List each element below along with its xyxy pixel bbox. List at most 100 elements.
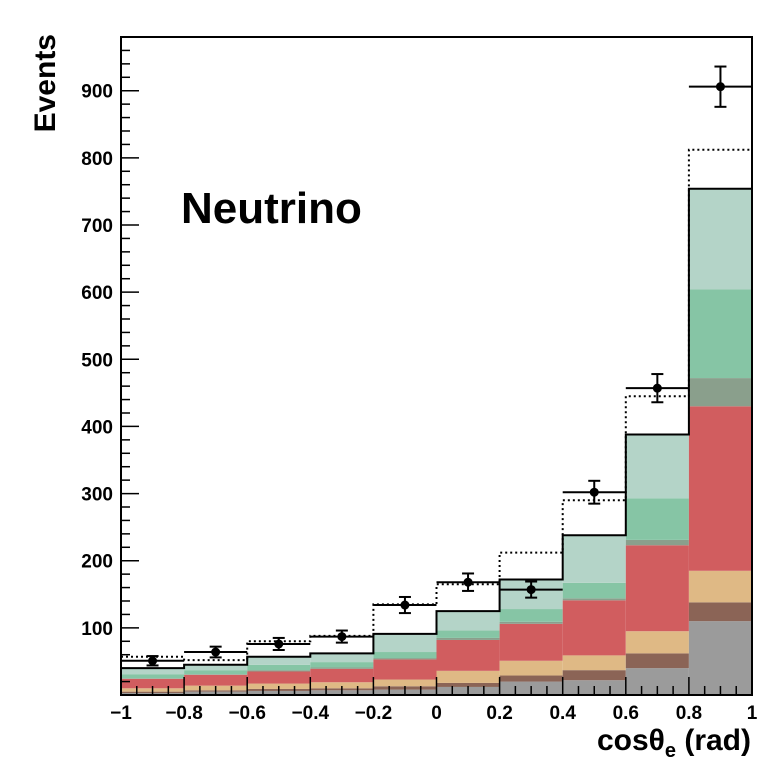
bar-segment xyxy=(562,670,626,681)
bar-segment xyxy=(310,682,374,689)
x-tick-label: −0.4 xyxy=(292,703,330,724)
x-tick-label: 0.6 xyxy=(613,703,639,724)
bar-segment xyxy=(310,653,374,663)
bar-segment xyxy=(499,660,563,676)
bar-segment xyxy=(310,662,374,668)
x-tick-label: 0 xyxy=(431,703,442,724)
bar-segment xyxy=(625,545,689,632)
stacked-bars xyxy=(121,188,752,695)
point-marker xyxy=(526,585,536,595)
x-axis-label-unit: (rad) xyxy=(676,724,751,757)
bar-segment xyxy=(625,539,689,546)
bar-segment xyxy=(499,623,563,661)
bar-segment xyxy=(436,630,500,638)
y-tick-label: 600 xyxy=(81,283,113,304)
bar-segment xyxy=(184,664,248,671)
x-tick-label: 1 xyxy=(747,703,758,724)
bar-segment xyxy=(373,679,437,687)
bar-segment xyxy=(373,659,437,680)
x-tick-label: −1 xyxy=(110,703,132,724)
point-marker xyxy=(274,639,284,649)
bar-segment xyxy=(121,674,185,679)
bar-segment xyxy=(688,621,752,695)
x-tick-label: −0.6 xyxy=(228,703,266,724)
x-tick-label: −0.2 xyxy=(355,703,393,724)
x-axis-ticks: −1 −0.8 −0.6 −0.4 −0.2 0 0.2 0.4 0.6 0.8 1 xyxy=(110,677,758,724)
bar-segment xyxy=(247,670,311,672)
y-tick-label: 300 xyxy=(81,485,113,506)
x-axis-label-sub: e xyxy=(665,740,676,762)
bar-segment xyxy=(625,434,689,499)
bar-segment xyxy=(247,671,311,684)
data-point xyxy=(247,636,311,652)
point-marker xyxy=(652,383,662,393)
bar-segment xyxy=(562,598,626,601)
bar-segment xyxy=(562,535,626,583)
point-marker xyxy=(463,577,473,587)
data-points xyxy=(121,65,752,667)
y-tick-label: 100 xyxy=(81,619,113,640)
data-point xyxy=(562,479,626,505)
bar-segment xyxy=(625,631,689,654)
bar-segment xyxy=(436,639,500,671)
data-point xyxy=(688,65,752,108)
y-tick-label: 200 xyxy=(81,552,113,573)
bar-segment xyxy=(436,611,500,631)
bar-segment xyxy=(310,668,374,683)
data-point xyxy=(310,629,374,644)
bar-segment xyxy=(121,678,185,689)
bar-segment xyxy=(121,668,185,675)
bar-segment xyxy=(499,609,563,622)
data-point xyxy=(373,595,437,615)
y-tick-label: 500 xyxy=(81,350,113,371)
y-axis-ticks: 100 200 300 400 500 600 700 800 900 xyxy=(81,49,139,696)
bar-segment xyxy=(688,570,752,603)
bar-segment xyxy=(436,670,500,683)
y-tick-label: 700 xyxy=(81,216,113,237)
bar-segment xyxy=(562,582,626,599)
bar-segment xyxy=(436,682,500,687)
bar-segment xyxy=(247,656,311,665)
bar-segment xyxy=(184,674,248,686)
data-point xyxy=(121,655,185,667)
bar-segment xyxy=(184,674,248,675)
point-marker xyxy=(589,487,599,497)
x-tick-label: 0.8 xyxy=(676,703,702,724)
point-marker xyxy=(715,82,725,92)
bar-segment xyxy=(688,406,752,571)
bar-segment xyxy=(562,600,626,656)
point-marker xyxy=(211,647,221,657)
bar-segment xyxy=(688,602,752,622)
bar-segment xyxy=(562,655,626,671)
bar-segment xyxy=(310,667,374,669)
bar-segment xyxy=(247,664,311,671)
data-point xyxy=(499,580,563,599)
stack-total-outline xyxy=(120,187,753,695)
data-point xyxy=(184,645,248,659)
chart-annotation: Neutrino xyxy=(181,184,362,233)
bar-segment xyxy=(373,658,437,660)
x-axis-label: cosθe (rad) xyxy=(597,724,751,762)
bar-segment xyxy=(625,653,689,669)
bar-segment xyxy=(688,289,752,379)
y-axis-label: Events xyxy=(29,34,62,132)
y-tick-label: 400 xyxy=(81,417,113,438)
bar-segment xyxy=(373,652,437,659)
bar-segment xyxy=(688,188,752,290)
bar-segment xyxy=(184,670,248,675)
stack-total-line xyxy=(120,187,753,695)
y-tick-label: 900 xyxy=(81,82,113,103)
point-marker xyxy=(337,632,347,642)
point-marker xyxy=(148,656,158,666)
x-axis-label-main: cosθ xyxy=(597,724,665,757)
bar-segment xyxy=(688,378,752,407)
bar-segment xyxy=(499,675,563,682)
x-tick-label: 0.2 xyxy=(486,703,512,724)
bar-segment xyxy=(499,621,563,624)
bar-segment xyxy=(436,637,500,640)
point-marker xyxy=(400,600,410,610)
y-tick-label: 800 xyxy=(81,149,113,170)
x-tick-label: −0.8 xyxy=(165,703,203,724)
bar-segment xyxy=(121,678,185,679)
bar-segment xyxy=(373,633,437,653)
